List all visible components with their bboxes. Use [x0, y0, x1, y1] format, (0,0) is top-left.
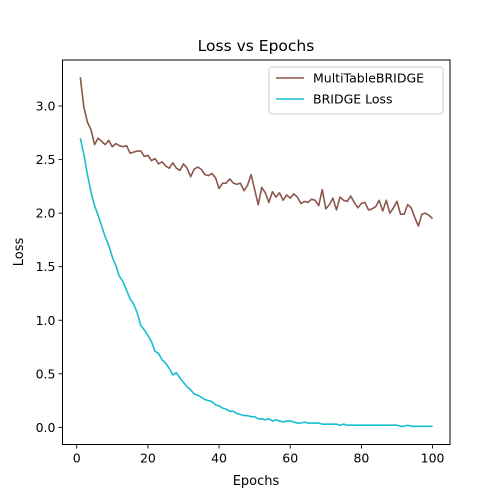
x-axis-label: Epochs — [233, 474, 280, 489]
x-tick-label: 20 — [140, 451, 156, 466]
y-tick-label: 2.0 — [36, 206, 56, 221]
y-tick-label: 1.5 — [36, 259, 56, 274]
y-axis-label: Loss — [12, 238, 27, 267]
chart-title: Loss vs Epochs — [198, 37, 315, 55]
x-tick-label: 100 — [421, 451, 445, 466]
y-tick-label: 1.0 — [36, 313, 56, 328]
x-tick-label: 60 — [282, 451, 298, 466]
axis-ticks: 0 20 40 60 80 100 0.0 0.5 1.0 1.5 2.0 2.5 3.0 — [36, 99, 445, 466]
legend-box — [268, 66, 444, 115]
y-tick-label: 0.0 — [36, 420, 56, 435]
x-tick-label: 0 — [73, 451, 81, 466]
x-tick-label: 80 — [353, 451, 369, 466]
legend-label-bridge-loss: BRIDGE Loss — [313, 92, 393, 107]
series-lines — [79, 77, 434, 428]
y-tick-label: 2.5 — [36, 152, 56, 167]
y-tick-label: 0.5 — [36, 366, 56, 381]
plot-area — [62, 60, 450, 445]
x-tick-label: 40 — [211, 451, 227, 466]
legend-label-multitablebridge: MultiTableBRIDGE — [313, 71, 424, 86]
legend: MultiTableBRIDGE BRIDGE Loss — [268, 66, 444, 115]
series-line-bridge-loss — [79, 138, 433, 428]
y-tick-label: 3.0 — [36, 99, 56, 114]
series-line-multitablebridge — [79, 77, 434, 227]
plot-frame — [62, 59, 451, 445]
